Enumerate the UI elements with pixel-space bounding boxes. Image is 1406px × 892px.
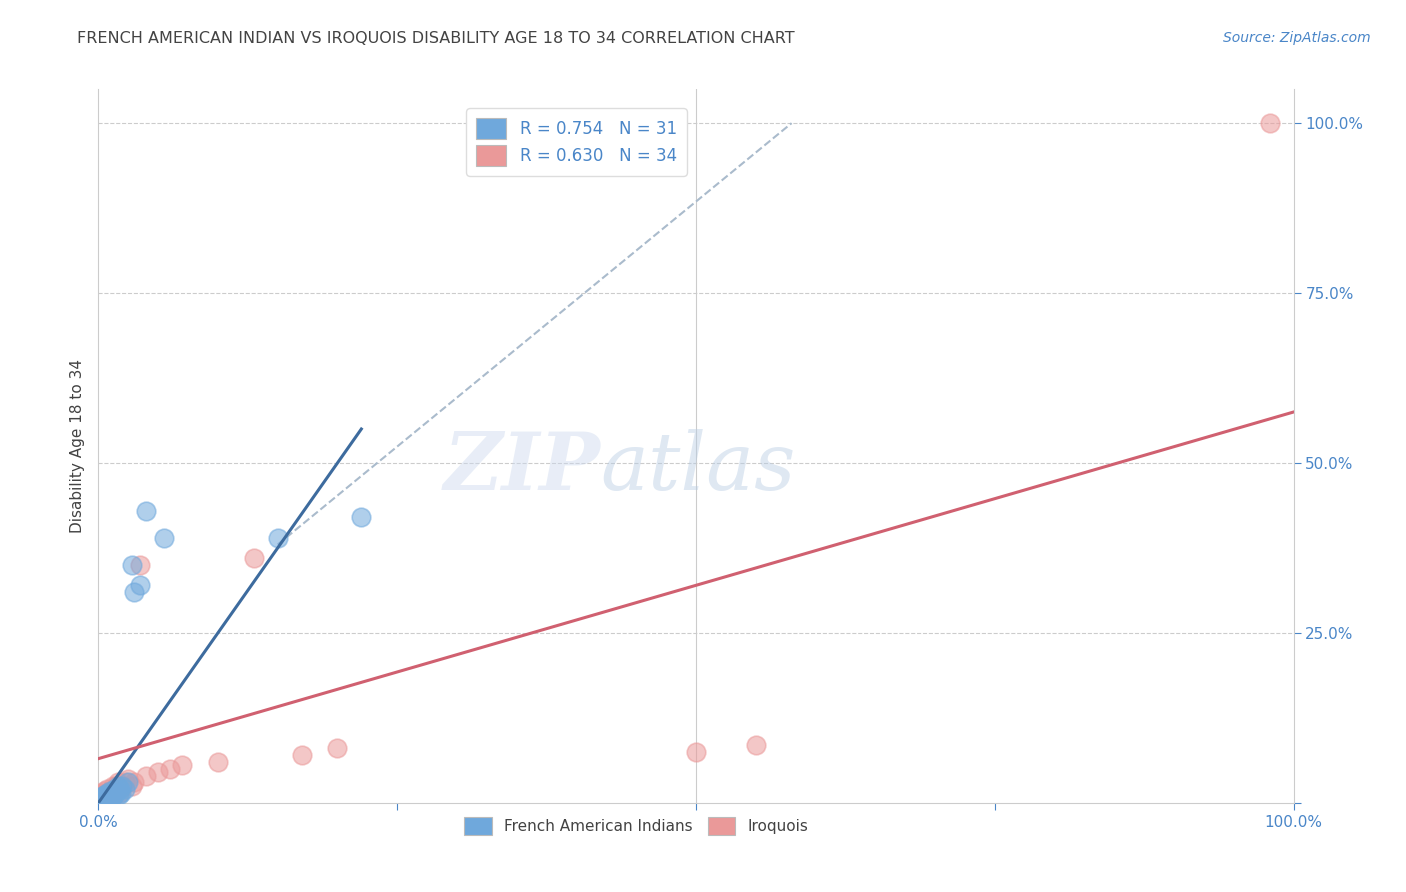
Point [104, 782, 127, 797]
Point [108, 782, 131, 797]
Point [1258, 116, 1281, 130]
Point [101, 789, 124, 803]
Point [103, 788, 125, 802]
Point [91, 786, 114, 800]
Point [243, 551, 266, 566]
Point [135, 769, 157, 783]
Point [93, 783, 115, 797]
Point [105, 786, 128, 800]
Point [91, 789, 114, 803]
Point [98, 789, 122, 803]
Point [111, 779, 134, 793]
Point [93, 788, 115, 802]
Point [172, 758, 194, 772]
Point [98, 783, 122, 797]
Point [98, 783, 122, 797]
Point [117, 772, 139, 786]
Point [107, 786, 129, 800]
Point [124, 775, 146, 789]
Point [121, 779, 143, 793]
Point [148, 765, 170, 780]
Point [111, 779, 134, 793]
Point [94, 789, 117, 803]
Point [101, 779, 124, 793]
Point [104, 782, 127, 797]
Point [91, 789, 114, 803]
Point [129, 578, 152, 592]
Point [90, 788, 112, 802]
Point [100, 788, 122, 802]
Point [97, 786, 120, 800]
Point [107, 775, 129, 789]
Point [745, 738, 768, 752]
Point [105, 779, 128, 793]
Y-axis label: Disability Age 18 to 34: Disability Age 18 to 34 [69, 359, 84, 533]
Point [159, 762, 181, 776]
Point [153, 531, 176, 545]
Text: Source: ZipAtlas.com: Source: ZipAtlas.com [1223, 31, 1371, 45]
Text: atlas: atlas [600, 429, 796, 506]
Point [110, 786, 132, 800]
Point [135, 503, 157, 517]
Text: FRENCH AMERICAN INDIAN VS IROQUOIS DISABILITY AGE 18 TO 34 CORRELATION CHART: FRENCH AMERICAN INDIAN VS IROQUOIS DISAB… [77, 31, 794, 46]
Point [350, 510, 373, 524]
Point [207, 755, 229, 769]
Point [100, 786, 122, 800]
Point [124, 585, 146, 599]
Point [98, 789, 121, 803]
Point [129, 558, 152, 572]
Point [96, 786, 118, 800]
Point [107, 788, 129, 802]
Point [96, 792, 118, 806]
Point [103, 786, 125, 800]
Point [114, 782, 136, 797]
Point [267, 531, 290, 545]
Point [90, 792, 112, 806]
Point [96, 782, 118, 797]
Point [94, 790, 117, 805]
Text: ZIP: ZIP [443, 429, 600, 506]
Point [107, 779, 129, 793]
Point [108, 782, 131, 797]
Point [291, 748, 314, 763]
Point [685, 745, 707, 759]
Point [98, 790, 121, 805]
Point [117, 775, 139, 789]
Point [326, 741, 349, 756]
Point [121, 558, 143, 572]
Point [97, 788, 120, 802]
Legend: French American Indians, Iroquois: French American Indians, Iroquois [458, 811, 814, 841]
Point [114, 775, 136, 789]
Point [93, 790, 115, 805]
Point [91, 790, 114, 805]
